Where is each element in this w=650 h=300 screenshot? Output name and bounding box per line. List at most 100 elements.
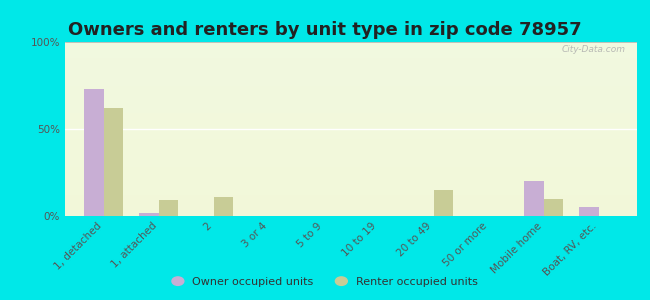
Bar <box>65 96 637 98</box>
Bar <box>65 199 637 200</box>
Bar <box>65 120 637 122</box>
Bar <box>65 28 637 30</box>
Bar <box>65 82 637 84</box>
Bar <box>65 160 637 162</box>
Bar <box>65 153 637 155</box>
Bar <box>65 152 637 153</box>
Bar <box>65 91 637 92</box>
Bar <box>65 59 637 61</box>
Bar <box>65 118 637 120</box>
Bar <box>65 56 637 58</box>
Bar <box>65 164 637 166</box>
Bar <box>65 159 637 160</box>
Bar <box>65 61 637 63</box>
Bar <box>65 26 637 28</box>
Bar <box>65 127 637 129</box>
Legend: Owner occupied units, Renter occupied units: Owner occupied units, Renter occupied un… <box>168 272 482 291</box>
Bar <box>65 157 637 159</box>
Bar <box>65 99 637 101</box>
Bar <box>65 49 637 51</box>
Bar <box>65 0 637 2</box>
Bar <box>65 117 637 118</box>
Bar <box>65 188 637 190</box>
Bar <box>65 85 637 87</box>
Bar <box>65 7 637 9</box>
Bar <box>65 70 637 72</box>
Bar <box>434 190 453 216</box>
Bar <box>65 138 637 140</box>
Bar <box>65 150 637 152</box>
Bar <box>65 194 637 195</box>
Bar <box>65 186 637 188</box>
Bar <box>65 75 637 77</box>
Bar <box>543 199 563 216</box>
Bar <box>65 166 637 167</box>
Bar <box>65 122 637 124</box>
Bar <box>65 183 637 185</box>
Bar <box>65 171 637 172</box>
Bar <box>65 77 637 79</box>
Bar <box>65 30 637 32</box>
Bar <box>65 185 637 186</box>
Bar <box>65 192 637 194</box>
Bar <box>65 101 637 103</box>
Bar <box>65 32 637 33</box>
Bar <box>65 37 637 38</box>
Bar <box>65 211 637 212</box>
Bar <box>84 89 103 216</box>
Bar <box>65 87 637 89</box>
Bar <box>65 181 637 183</box>
Bar <box>65 214 637 216</box>
Bar <box>65 52 637 54</box>
Bar <box>65 202 637 204</box>
Bar <box>65 46 637 47</box>
Bar <box>65 148 637 150</box>
Bar <box>65 47 637 49</box>
Bar <box>65 209 637 211</box>
Bar <box>65 134 637 136</box>
Bar <box>65 14 637 16</box>
Bar <box>213 197 233 216</box>
Bar <box>65 110 637 112</box>
Bar <box>65 16 637 18</box>
Bar <box>65 54 637 56</box>
Bar <box>65 68 637 70</box>
Bar <box>65 51 637 52</box>
Bar <box>65 92 637 94</box>
Bar <box>65 11 637 12</box>
Bar <box>65 2 637 4</box>
Bar <box>65 207 637 209</box>
Bar <box>65 18 637 20</box>
Bar <box>65 143 637 145</box>
Bar <box>65 20 637 21</box>
Bar <box>65 108 637 110</box>
Bar <box>65 33 637 35</box>
Bar <box>65 115 637 117</box>
Bar <box>579 207 599 216</box>
Bar <box>103 108 123 216</box>
Bar <box>65 133 637 134</box>
Bar <box>65 131 637 133</box>
Bar <box>65 145 637 146</box>
Bar <box>159 200 177 216</box>
Bar <box>65 89 637 91</box>
Bar <box>65 103 637 105</box>
Bar <box>65 200 637 202</box>
Bar <box>65 162 637 164</box>
Bar <box>65 64 637 66</box>
Bar <box>65 35 637 37</box>
Text: City-Data.com: City-Data.com <box>562 46 625 55</box>
Bar <box>65 105 637 106</box>
Bar <box>65 141 637 143</box>
Bar <box>65 125 637 127</box>
Bar <box>65 112 637 113</box>
Bar <box>65 21 637 23</box>
Text: Owners and renters by unit type in zip code 78957: Owners and renters by unit type in zip c… <box>68 21 582 39</box>
Bar <box>65 176 637 178</box>
Bar <box>65 113 637 115</box>
Bar <box>65 58 637 59</box>
Bar <box>65 167 637 169</box>
Bar <box>65 80 637 82</box>
Bar <box>65 72 637 73</box>
Bar <box>65 5 637 7</box>
